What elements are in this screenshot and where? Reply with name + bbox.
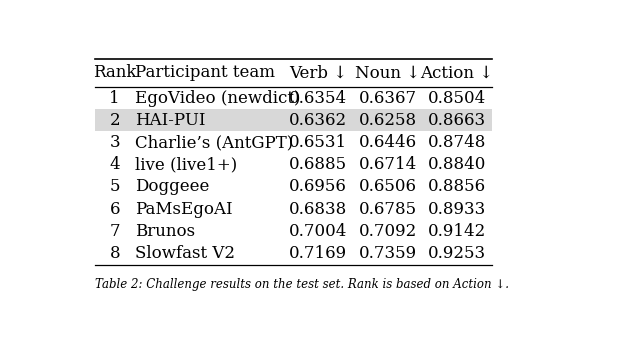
Text: HAI-PUI: HAI-PUI: [134, 112, 205, 129]
Text: 0.7359: 0.7359: [358, 245, 417, 262]
Text: Doggeee: Doggeee: [134, 178, 209, 195]
Text: 0.6367: 0.6367: [358, 89, 417, 107]
Text: 5: 5: [109, 178, 120, 195]
Text: Rank: Rank: [93, 64, 136, 81]
Text: 0.6956: 0.6956: [289, 178, 347, 195]
Text: 0.8504: 0.8504: [428, 89, 486, 107]
Text: 0.6354: 0.6354: [289, 89, 347, 107]
Text: 0.7169: 0.7169: [289, 245, 347, 262]
Text: EgoVideo (newdict): EgoVideo (newdict): [134, 89, 300, 107]
Text: 0.8663: 0.8663: [428, 112, 486, 129]
Text: 0.6258: 0.6258: [358, 112, 417, 129]
Text: 0.6885: 0.6885: [289, 156, 347, 173]
Text: Action ↓: Action ↓: [420, 64, 493, 81]
Text: 0.6362: 0.6362: [289, 112, 347, 129]
Text: 7: 7: [109, 223, 120, 240]
Text: 0.6785: 0.6785: [358, 201, 417, 218]
Text: 0.7092: 0.7092: [358, 223, 417, 240]
Text: 0.9142: 0.9142: [428, 223, 486, 240]
Text: Charlie’s (AntGPT): Charlie’s (AntGPT): [134, 134, 293, 151]
Text: 0.6838: 0.6838: [289, 201, 348, 218]
Text: PaMsEgoAI: PaMsEgoAI: [134, 201, 232, 218]
Text: 0.6446: 0.6446: [358, 134, 417, 151]
Text: live (live1+): live (live1+): [134, 156, 237, 173]
Bar: [95, 109, 492, 131]
Text: Table 2: Challenge results on the test set. Rank is based on Action ↓.: Table 2: Challenge results on the test s…: [95, 278, 509, 291]
Text: 0.6506: 0.6506: [358, 178, 417, 195]
Text: 0.8856: 0.8856: [428, 178, 486, 195]
Text: 0.7004: 0.7004: [289, 223, 348, 240]
Text: Verb ↓: Verb ↓: [289, 64, 347, 81]
Text: 2: 2: [109, 112, 120, 129]
Text: Slowfast V2: Slowfast V2: [134, 245, 235, 262]
Text: 0.9253: 0.9253: [428, 245, 486, 262]
Text: 0.8840: 0.8840: [428, 156, 486, 173]
Text: 1: 1: [109, 89, 120, 107]
Text: 4: 4: [109, 156, 120, 173]
Text: 6: 6: [109, 201, 120, 218]
Text: 0.8748: 0.8748: [428, 134, 486, 151]
Text: Noun ↓: Noun ↓: [355, 64, 420, 81]
Text: 0.8933: 0.8933: [428, 201, 486, 218]
Text: 3: 3: [109, 134, 120, 151]
Text: 0.6714: 0.6714: [358, 156, 417, 173]
Text: 0.6531: 0.6531: [289, 134, 347, 151]
Text: Participant team: Participant team: [134, 64, 275, 81]
Text: 8: 8: [109, 245, 120, 262]
Text: Brunos: Brunos: [134, 223, 195, 240]
